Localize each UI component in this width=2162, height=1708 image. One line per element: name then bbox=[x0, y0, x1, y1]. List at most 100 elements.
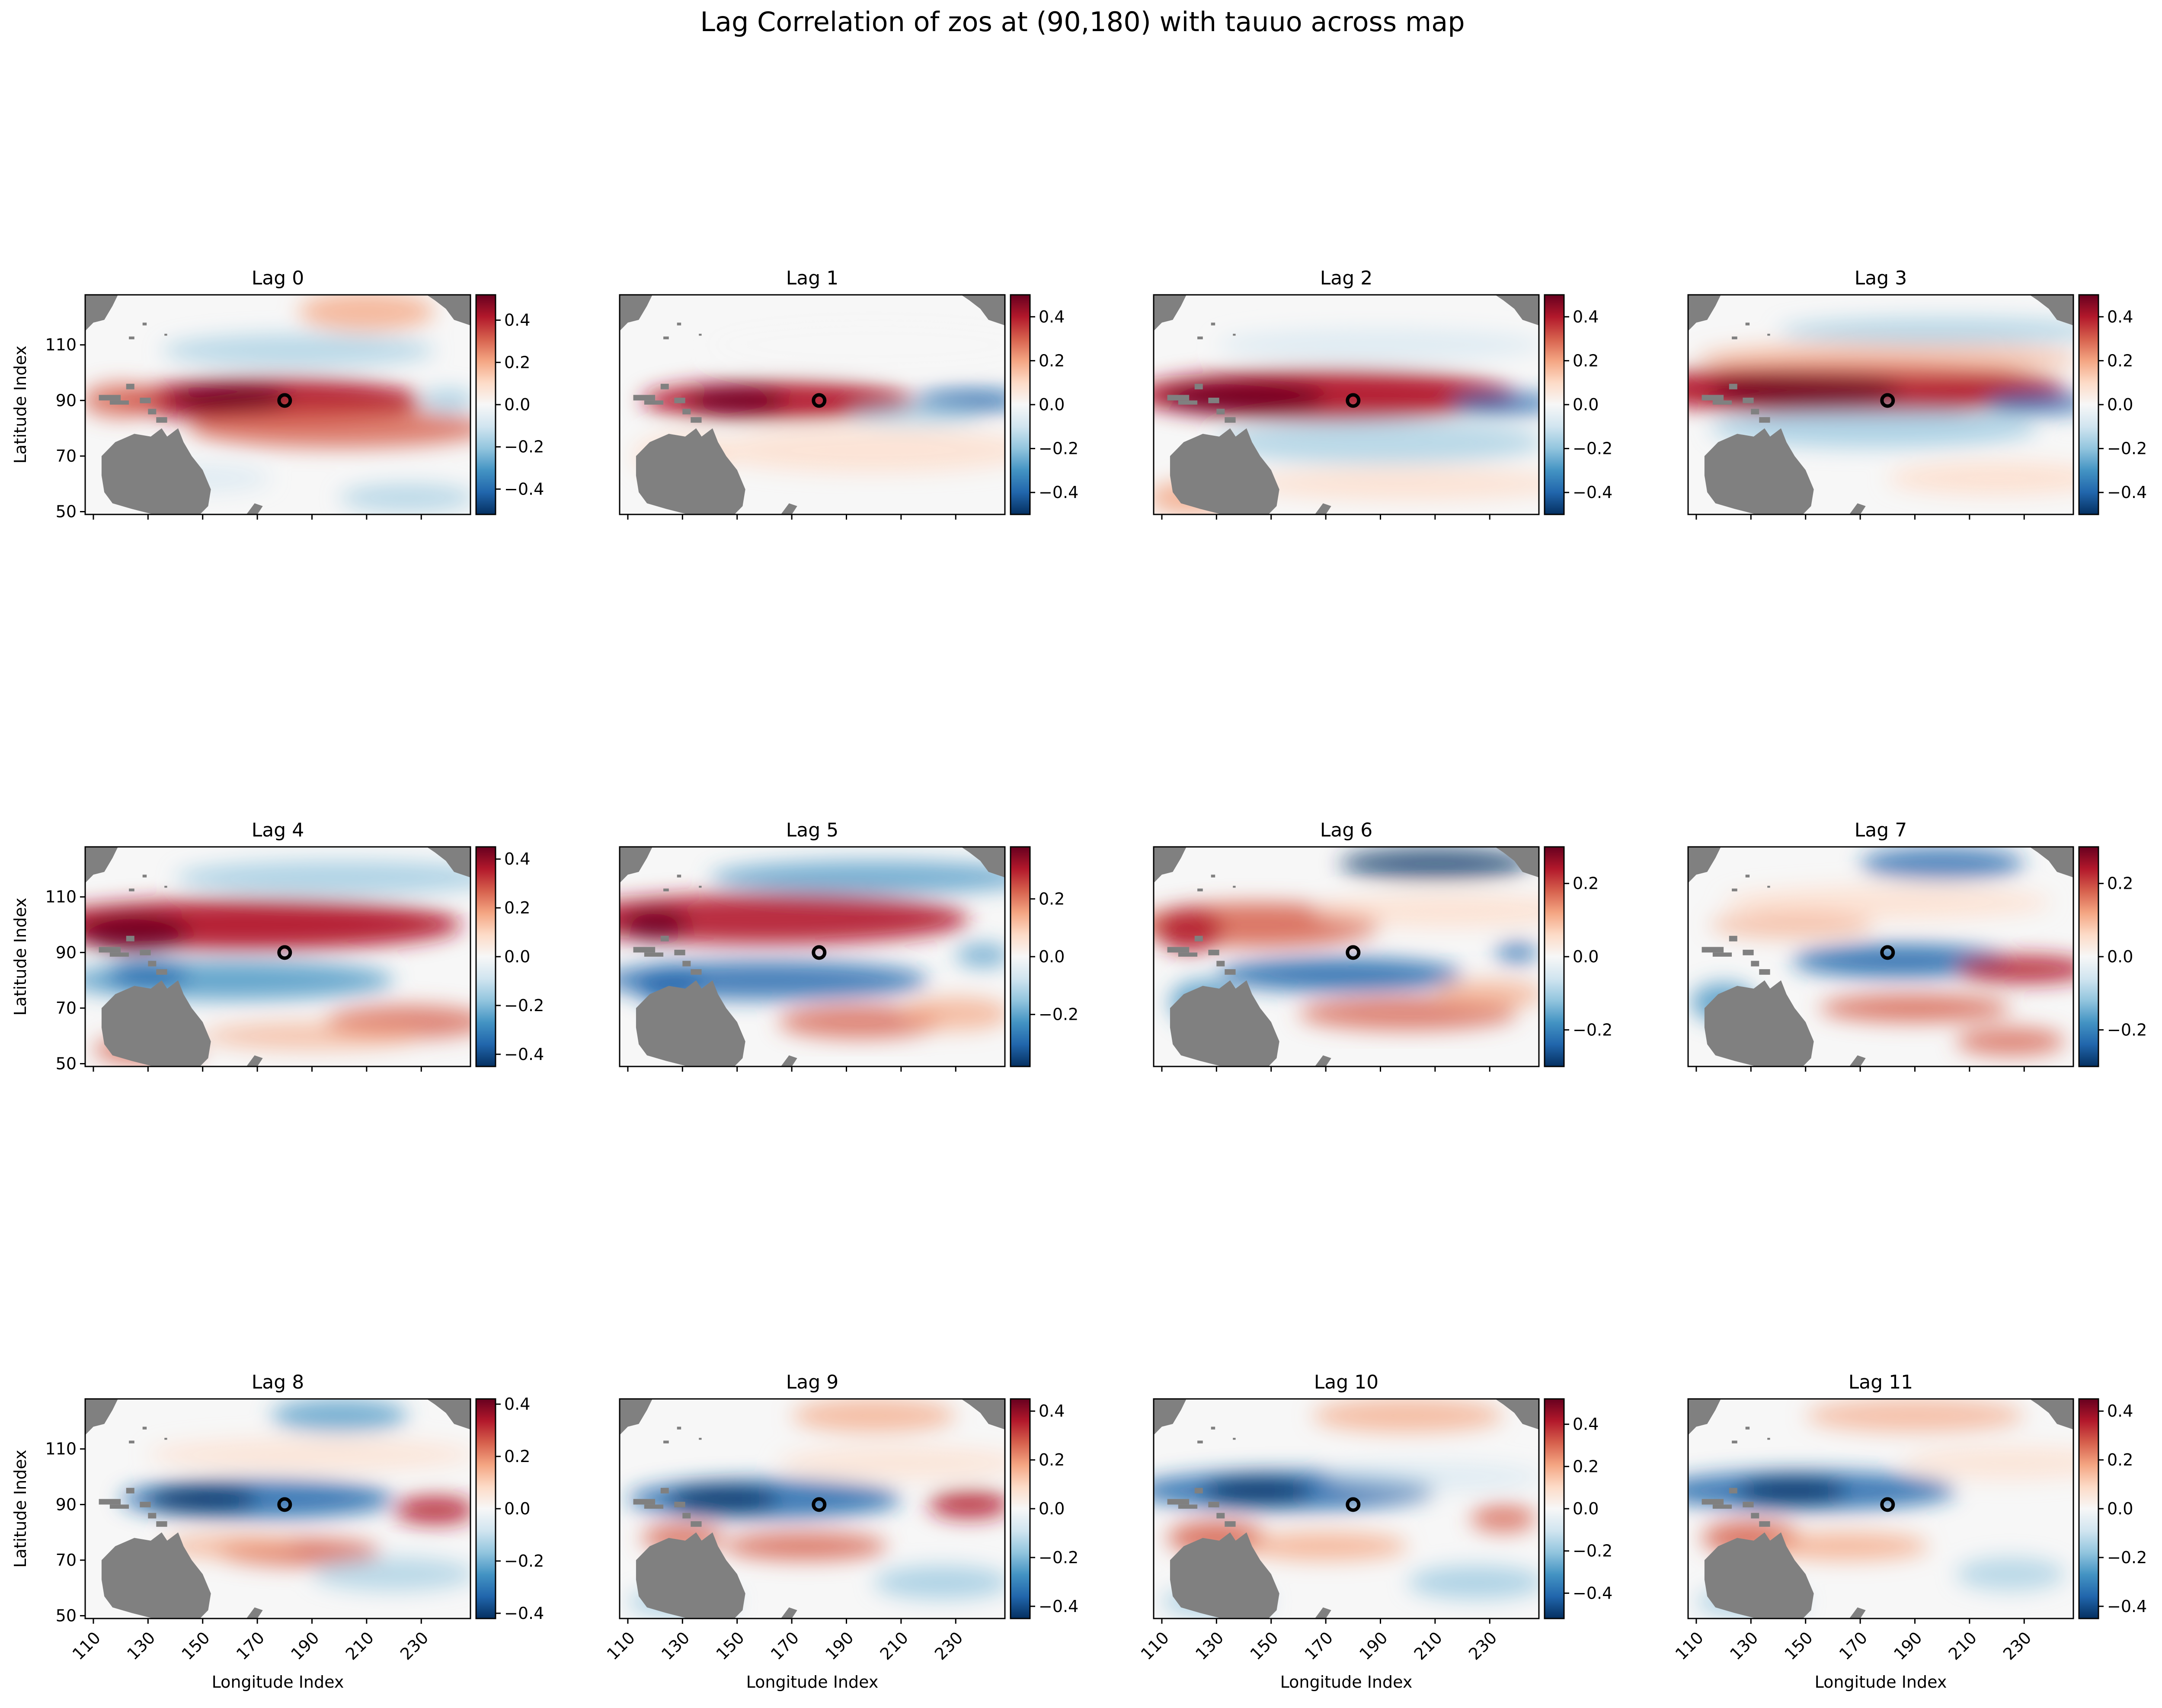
land-island bbox=[1194, 1488, 1203, 1494]
heatmap-blob bbox=[271, 1399, 408, 1433]
land-asia bbox=[1688, 295, 1721, 331]
x-tick-label: 210 bbox=[876, 1628, 912, 1663]
heatmap-blob bbox=[1312, 1399, 1503, 1433]
panel-title: Lag 8 bbox=[252, 1371, 304, 1393]
land-asia bbox=[1154, 295, 1187, 331]
land-asia bbox=[1154, 847, 1187, 883]
colorbar bbox=[1010, 294, 1031, 515]
land-island bbox=[699, 886, 702, 888]
axes-frame bbox=[619, 294, 1006, 515]
land-island bbox=[1759, 417, 1770, 423]
reference-point-marker bbox=[277, 1497, 292, 1512]
colorbar-tick-label: 0.2 bbox=[504, 898, 530, 917]
x-tick-label: 210 bbox=[1410, 1628, 1446, 1663]
panel-title: Lag 5 bbox=[786, 819, 838, 841]
heatmap-blob bbox=[1887, 461, 2073, 495]
land-island bbox=[1729, 1488, 1737, 1494]
land-island bbox=[1732, 336, 1737, 339]
colorbar bbox=[475, 1398, 496, 1619]
heatmap-blobs bbox=[1688, 1399, 2073, 1616]
colorbar-tick-label: 0.4 bbox=[504, 849, 530, 868]
y-tick-label: 90 bbox=[56, 943, 77, 962]
land-island bbox=[156, 969, 167, 975]
land-island bbox=[1211, 875, 1215, 878]
land-australia bbox=[101, 980, 211, 1066]
heatmap-blob bbox=[778, 1005, 942, 1039]
colorbar-tick-label: 0.0 bbox=[504, 395, 530, 414]
land-island bbox=[99, 1499, 121, 1505]
land-island bbox=[156, 417, 167, 423]
land-island bbox=[1194, 935, 1203, 942]
heatmap-blob bbox=[792, 1399, 956, 1433]
y-axis-label: Latitude Index bbox=[11, 1449, 30, 1568]
reference-point-marker bbox=[1880, 1497, 1895, 1512]
heatmap-blob bbox=[846, 403, 983, 426]
land-america bbox=[961, 1399, 1005, 1430]
colorbar-tick-label: 0.0 bbox=[504, 1499, 530, 1518]
panel-8: Lag 8 110 130 150 170 190 210 230 Longitude Inde… bbox=[11, 1371, 544, 1692]
heatmap-blob bbox=[1710, 409, 2038, 448]
x-axis-label: Longitude Index bbox=[212, 1673, 344, 1692]
land-australia bbox=[1704, 980, 1814, 1066]
colorbar-tick-label: 0.2 bbox=[1039, 351, 1065, 370]
heatmap-blob bbox=[710, 428, 1005, 473]
land-island bbox=[674, 397, 685, 403]
land-australia bbox=[101, 428, 211, 514]
land-island bbox=[1743, 949, 1754, 955]
land-island bbox=[660, 1488, 669, 1494]
x-tick-label: 210 bbox=[1945, 1628, 1980, 1663]
heatmap-blob bbox=[339, 484, 470, 512]
land-asia bbox=[620, 847, 652, 883]
panel-6: Lag 6 −0.2 0.0 0.2 bbox=[1153, 819, 1612, 1072]
land-australia bbox=[636, 980, 745, 1066]
land-island bbox=[677, 875, 681, 878]
colorbar-tick-label: 0.0 bbox=[1039, 1499, 1065, 1518]
land-island bbox=[1216, 961, 1225, 967]
panel-0: Lag 0 50 70 90 110 Latitude Index −0.4 −0.2 0.0 0… bbox=[11, 267, 544, 521]
heatmap-blob bbox=[1710, 910, 1874, 939]
colorbar-tick-label: −0.2 bbox=[2107, 1020, 2147, 1039]
x-tick-label: 130 bbox=[123, 1628, 159, 1663]
land-island bbox=[660, 383, 669, 389]
heatmap-blob bbox=[1407, 1565, 1539, 1599]
land-island bbox=[691, 417, 702, 423]
land-island bbox=[109, 400, 129, 405]
colorbar-tick-label: −0.2 bbox=[504, 437, 544, 457]
land-island bbox=[633, 395, 656, 401]
land-america bbox=[1495, 1399, 1539, 1430]
panel-3: Lag 3 −0.4 −0.2 0.0 0.2 0.4 bbox=[1687, 267, 2147, 520]
land-island bbox=[1743, 1501, 1754, 1507]
colorbar-tick-label: 0.2 bbox=[504, 1447, 530, 1466]
heatmap-blob bbox=[1339, 847, 1531, 881]
land-island bbox=[1767, 886, 1770, 888]
heatmap-blob bbox=[1216, 328, 1539, 362]
land-island bbox=[1745, 1427, 1750, 1430]
heatmap-blob bbox=[1449, 392, 1539, 415]
panel-11: Lag 11 110 130 150 170 190 210 230 Longitude Ind… bbox=[1672, 1371, 2147, 1692]
panel-4: Lag 4 50 70 90 110 Latitude Index −0.4 −0.2 0.0 0… bbox=[11, 819, 544, 1073]
land-island bbox=[1225, 1521, 1236, 1527]
heatmap-blob bbox=[1956, 1027, 2066, 1056]
heatmap-blob bbox=[1792, 944, 2011, 978]
panel-7: Lag 7 −0.2 0.0 0.2 bbox=[1687, 819, 2147, 1072]
land-new-zealand bbox=[1849, 503, 1866, 514]
x-tick-label: 150 bbox=[178, 1628, 213, 1663]
land-island bbox=[1233, 886, 1236, 888]
heatmap-blob bbox=[202, 1022, 422, 1050]
colorbar-tick-label: −0.2 bbox=[2107, 1548, 2147, 1567]
heatmap-field bbox=[1154, 295, 1539, 514]
land-america bbox=[1495, 295, 1539, 326]
land-island bbox=[1729, 383, 1737, 389]
x-tick-label: 110 bbox=[1137, 1628, 1173, 1663]
heatmap-blob bbox=[189, 409, 470, 448]
land-island bbox=[699, 334, 702, 336]
panel-title: Lag 4 bbox=[252, 819, 304, 841]
land-island bbox=[129, 1440, 134, 1443]
land-island bbox=[1167, 1499, 1190, 1505]
heatmap-blob bbox=[1956, 955, 2073, 983]
heatmap-blobs bbox=[1154, 847, 1539, 1031]
land-australia bbox=[636, 1532, 745, 1619]
colorbar-tick-label: 0.0 bbox=[1039, 947, 1065, 966]
heatmap-blobs bbox=[1688, 317, 2073, 495]
